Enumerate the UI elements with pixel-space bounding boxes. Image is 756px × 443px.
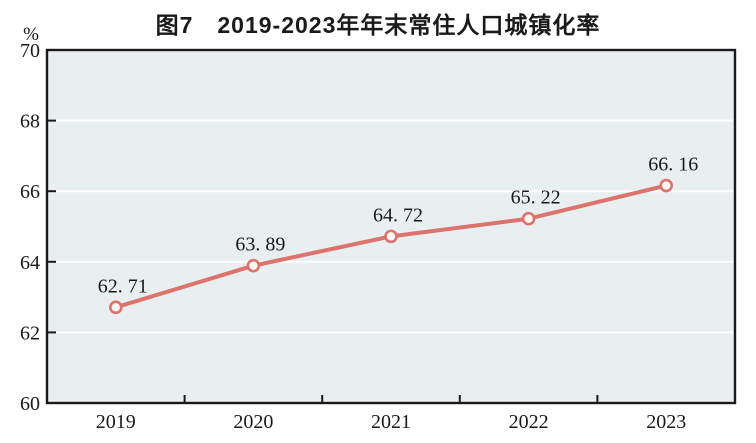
data-point-marker-2022: [521, 211, 536, 226]
y-tick-label-62: 62: [20, 322, 40, 344]
x-tick-label-2022: 2022: [509, 411, 549, 433]
y-tick-label-68: 68: [20, 111, 40, 133]
y-tick-label-70: 70: [20, 40, 40, 62]
plot-border: [45, 48, 737, 405]
x-tick-label-2023: 2023: [646, 411, 686, 433]
y-axis-unit-label: %: [23, 24, 39, 45]
data-point-label-2021: 64. 72: [373, 204, 423, 226]
chart-title: 图7 2019-2023年年末常住人口城镇化率: [155, 12, 601, 38]
data-point-marker-2023: [659, 178, 674, 193]
data-point-label-2020: 63. 89: [235, 234, 285, 256]
data-point-marker-2020: [246, 258, 261, 273]
y-tick-label-64: 64: [20, 252, 40, 274]
data-point-marker-2021: [384, 229, 398, 244]
x-tick-label-2021: 2021: [371, 411, 411, 433]
x-tick-label-2020: 2020: [233, 411, 273, 433]
plot-area-background: [47, 50, 735, 403]
data-point-label-2022: 65. 22: [511, 187, 561, 209]
data-point-label-2023: 66. 16: [648, 154, 698, 176]
x-tick-label-2019: 2019: [96, 411, 136, 433]
y-tick-label-66: 66: [20, 181, 40, 203]
data-point-marker-2019: [109, 300, 123, 315]
y-tick-label-60: 60: [20, 393, 40, 415]
data-point-label-2019: 62. 71: [98, 275, 148, 297]
